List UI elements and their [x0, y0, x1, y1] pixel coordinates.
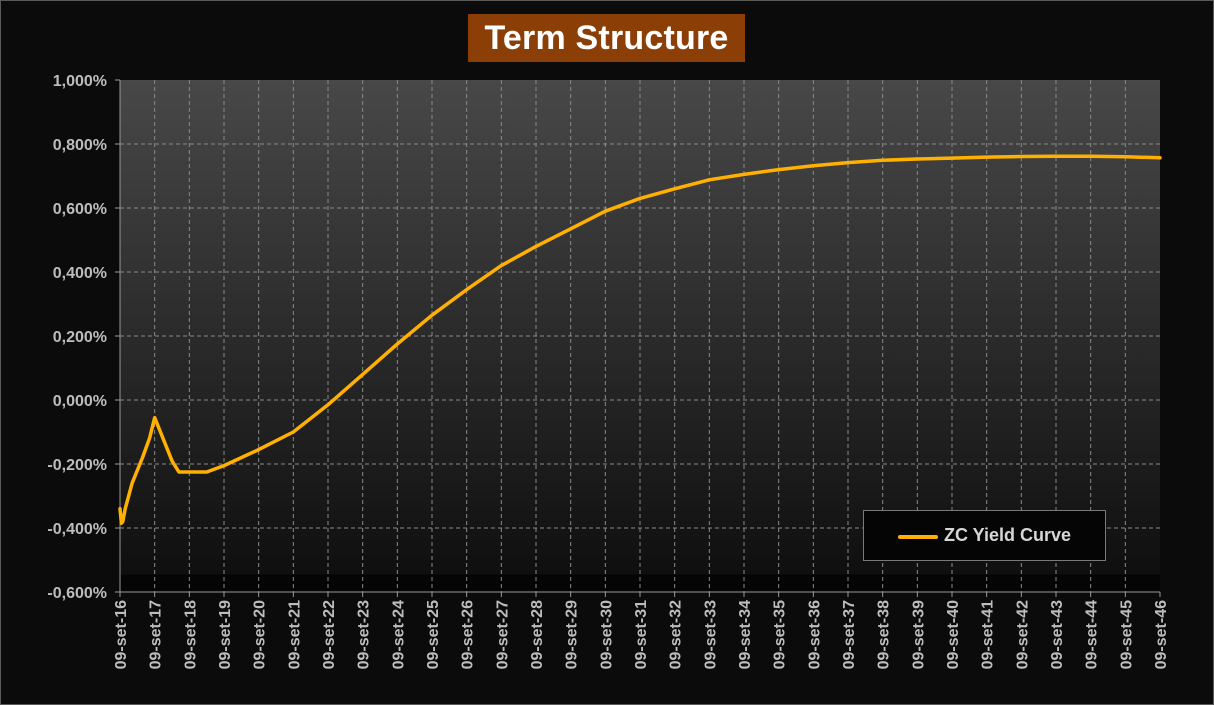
x-tick-label: 09-set-43 [1049, 600, 1066, 669]
x-tick-label: 09-set-27 [494, 600, 511, 669]
x-tick-label: 09-set-20 [252, 600, 269, 669]
plot-floor-band [120, 574, 1160, 592]
x-axis-ticks: 09-set-16 09-set-17 09-set-18 09-set-19 09-s… [113, 600, 1170, 669]
legend: ZC Yield Curve [863, 510, 1106, 561]
y-axis-ticks: 1,000% 0,800% 0,600% 0,400% 0,200% 0,000% -0,2… [47, 73, 107, 602]
axes [115, 79, 1161, 597]
legend-label-zc-yield-curve: ZC Yield Curve [944, 525, 1072, 545]
x-tick-label: 09-set-39 [910, 600, 927, 669]
x-tick-label: 09-set-35 [772, 600, 789, 669]
y-tick-label: 1,000% [53, 73, 107, 90]
y-tick-label: -0,200% [47, 457, 107, 474]
y-tick-label: 0,800% [53, 137, 107, 154]
y-tick-label: 0,600% [53, 201, 107, 218]
x-tick-label: 09-set-25 [425, 600, 442, 669]
x-tick-label: 09-set-21 [286, 600, 303, 669]
y-tick-label: 0,200% [53, 329, 107, 346]
y-tick-label: 0,400% [53, 265, 107, 282]
x-tick-label: 09-set-22 [321, 600, 338, 669]
x-tick-label: 09-set-45 [1118, 600, 1135, 669]
y-tick-label: 0,000% [53, 393, 107, 410]
x-tick-label: 09-set-44 [1084, 600, 1101, 669]
x-tick-label: 09-set-36 [806, 600, 823, 669]
x-tick-label: 09-set-33 [702, 600, 719, 669]
x-tick-label: 09-set-28 [529, 600, 546, 669]
x-tick-label: 09-set-42 [1014, 600, 1031, 669]
y-tick-label: -0,400% [47, 521, 107, 538]
x-tick-label: 09-set-37 [841, 600, 858, 669]
x-tick-label: 09-set-16 [113, 600, 130, 669]
legend-swatch-zc-yield-curve [898, 535, 938, 539]
x-tick-label: 09-set-24 [390, 600, 407, 669]
y-tick-label: -0,600% [47, 585, 107, 602]
x-tick-label: 09-set-40 [945, 600, 962, 669]
x-tick-label: 09-set-41 [980, 600, 997, 669]
x-tick-label: 09-set-32 [668, 600, 685, 669]
x-tick-label: 09-set-30 [598, 600, 615, 669]
x-tick-label: 09-set-17 [148, 600, 165, 669]
x-tick-label: 09-set-26 [460, 600, 477, 669]
x-tick-label: 09-set-18 [182, 600, 199, 669]
x-tick-label: 09-set-38 [876, 600, 893, 669]
x-tick-label: 09-set-46 [1153, 600, 1170, 669]
x-tick-label: 09-set-34 [737, 600, 754, 669]
x-tick-label: 09-set-19 [217, 600, 234, 669]
x-tick-label: 09-set-23 [356, 600, 373, 669]
x-tick-label: 09-set-29 [564, 600, 581, 669]
series-line-zc-yield-curve [118, 154, 1162, 525]
chart-title: Term Structure [468, 14, 745, 62]
series-layer [118, 154, 1162, 525]
x-tick-label: 09-set-31 [633, 600, 650, 669]
